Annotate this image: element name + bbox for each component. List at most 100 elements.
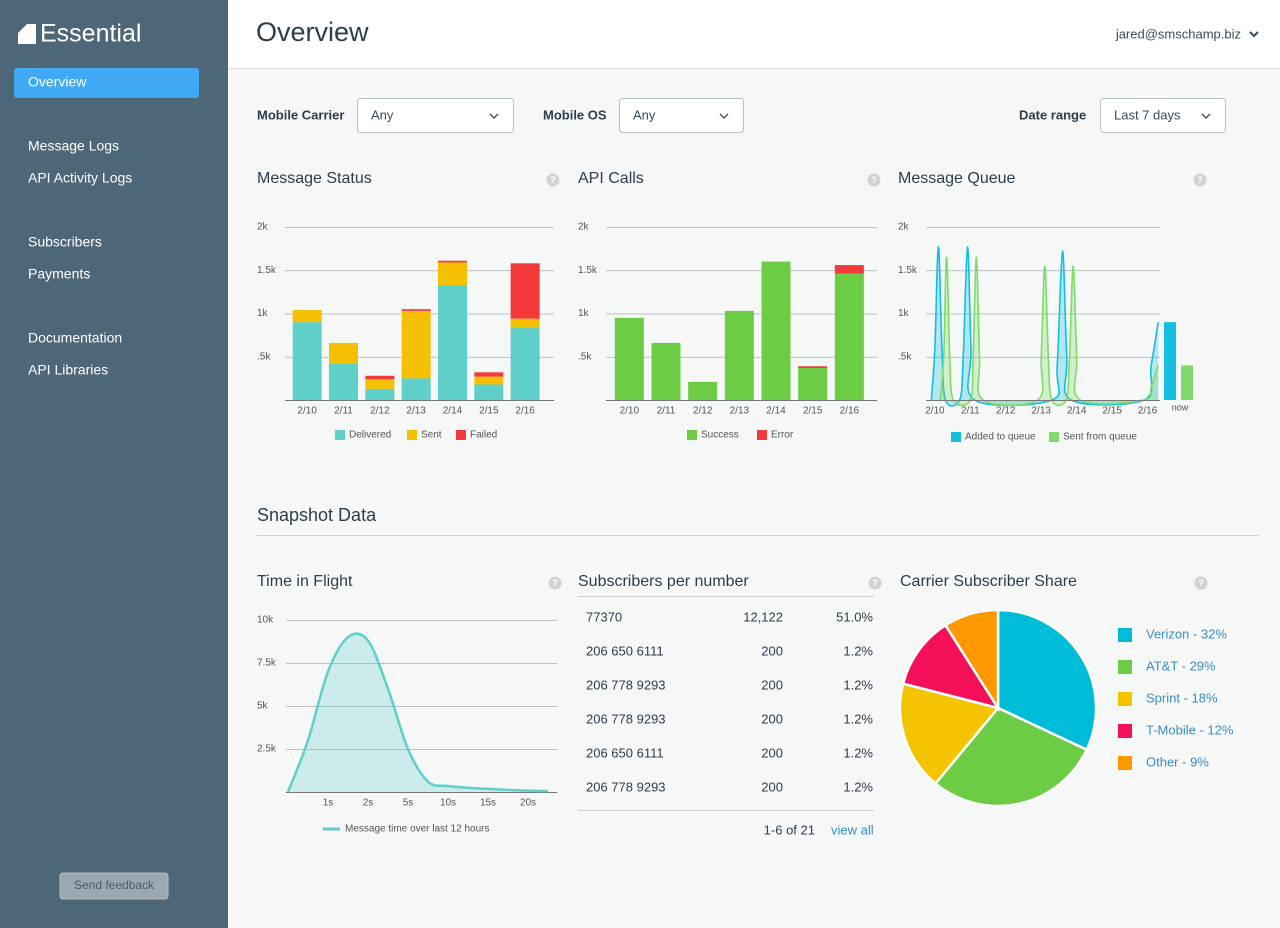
cell-share: 51.0% bbox=[836, 609, 873, 624]
y-tick-label: 1k bbox=[898, 308, 910, 319]
now-bar bbox=[1164, 322, 1176, 400]
nav-item[interactable]: Documentation bbox=[28, 330, 122, 346]
cell-share: 1.2% bbox=[843, 779, 873, 794]
bar-segment bbox=[437, 260, 467, 263]
bar-segment bbox=[328, 342, 358, 364]
header bbox=[228, 0, 1280, 68]
bar-segment bbox=[474, 384, 504, 400]
dropdown[interactable] bbox=[357, 98, 514, 133]
dropdown-chevron[interactable] bbox=[489, 113, 499, 120]
logo-icon bbox=[18, 24, 36, 44]
legend-label: AT&T - 29% bbox=[1146, 658, 1216, 673]
x-tick-label: 2/15 bbox=[803, 406, 823, 417]
cell-number: 206 650 6111 bbox=[586, 643, 664, 658]
nav-item[interactable]: Subscribers bbox=[28, 234, 102, 250]
bar-segment bbox=[401, 378, 431, 400]
nav-item[interactable]: Overview bbox=[28, 74, 87, 90]
feedback-label[interactable]: Send feedback bbox=[74, 878, 155, 892]
nav-active[interactable] bbox=[14, 68, 199, 98]
help-icon[interactable] bbox=[1193, 173, 1207, 187]
bar-segment bbox=[688, 381, 718, 400]
bar-segment bbox=[834, 273, 864, 400]
queue-line bbox=[930, 246, 1160, 407]
bar-segment bbox=[292, 310, 322, 323]
x-tick-label: 10s bbox=[440, 798, 456, 809]
cell-number: 206 778 9293 bbox=[586, 711, 666, 726]
help-icon[interactable] bbox=[1194, 576, 1208, 590]
x-tick-label: 2/10 bbox=[297, 406, 317, 417]
bar-segment bbox=[437, 284, 467, 400]
nav-item[interactable]: API Libraries bbox=[28, 362, 108, 378]
help-icon[interactable] bbox=[548, 576, 562, 590]
y-tick-label: 1k bbox=[578, 308, 590, 319]
y-tick-label: 1.5k bbox=[257, 265, 277, 276]
table-title: Subscribers per number bbox=[578, 573, 749, 590]
legend-swatch bbox=[1049, 432, 1059, 442]
user-chevron[interactable] bbox=[1249, 31, 1259, 38]
bar-segment bbox=[365, 375, 395, 380]
pie-slice bbox=[898, 682, 1001, 786]
filter-label: Mobile Carrier bbox=[257, 107, 344, 122]
dropdown-value[interactable]: Any bbox=[633, 107, 656, 122]
section-title: Snapshot Data bbox=[257, 505, 377, 525]
x-tick-label: 2/16 bbox=[515, 406, 535, 417]
nav-item[interactable]: Message Logs bbox=[28, 138, 119, 154]
x-tick-label: 2s bbox=[363, 798, 374, 809]
bar-segment bbox=[724, 310, 754, 400]
bar-segment bbox=[510, 318, 540, 328]
x-tick-label: 2/12 bbox=[693, 406, 713, 417]
x-tick-label: 2/13 bbox=[1031, 406, 1051, 417]
x-tick-label: 2/14 bbox=[766, 406, 786, 417]
legend-swatch bbox=[1118, 628, 1132, 642]
nav-item[interactable]: API Activity Logs bbox=[28, 170, 132, 186]
dropdown-value[interactable]: Any bbox=[371, 107, 394, 122]
cell-share: 1.2% bbox=[843, 643, 873, 658]
cell-share: 1.2% bbox=[843, 745, 873, 760]
pie-slice bbox=[943, 608, 1000, 713]
help-icon[interactable] bbox=[546, 173, 560, 187]
user-menu[interactable]: jared@smschamp.biz bbox=[1115, 26, 1241, 41]
help-icon-label: ? bbox=[872, 578, 878, 588]
view-all-link[interactable]: view all bbox=[831, 822, 874, 837]
bar-segment bbox=[761, 261, 791, 400]
help-icon[interactable] bbox=[867, 173, 881, 187]
cell-count: 200 bbox=[761, 745, 783, 760]
x-tick-label: 2/12 bbox=[996, 406, 1016, 417]
queue-line bbox=[939, 256, 1159, 407]
bar-segment bbox=[401, 309, 431, 311]
legend-label: Sent from queue bbox=[1063, 432, 1137, 443]
bar-segment bbox=[474, 372, 504, 377]
dropdown-chevron[interactable] bbox=[1201, 113, 1211, 120]
legend-swatch bbox=[407, 430, 417, 440]
bar-segment bbox=[401, 310, 431, 379]
legend-label: T-Mobile - 12% bbox=[1146, 722, 1234, 737]
dropdown[interactable] bbox=[1100, 98, 1226, 133]
page-title: Overview bbox=[256, 17, 369, 47]
help-icon-label: ? bbox=[1197, 175, 1203, 185]
feedback-button[interactable] bbox=[59, 872, 169, 900]
legend-swatch bbox=[1118, 692, 1132, 706]
x-tick-label: 2/13 bbox=[730, 406, 750, 417]
bar-segment bbox=[614, 317, 644, 400]
pie-slice bbox=[996, 608, 1098, 752]
x-tick-label: 2/10 bbox=[925, 406, 945, 417]
bar-segment bbox=[292, 322, 322, 400]
nav-item[interactable]: Payments bbox=[28, 266, 90, 282]
y-tick-label: 1.5k bbox=[898, 265, 918, 276]
legend-label: Message time over last 12 hours bbox=[345, 824, 490, 835]
y-tick-label: .5k bbox=[898, 351, 912, 362]
legend-label: Sprint - 18% bbox=[1146, 690, 1218, 705]
legend-swatch bbox=[687, 430, 697, 440]
help-icon-label: ? bbox=[1198, 578, 1204, 588]
now-bar bbox=[1181, 365, 1193, 400]
dropdown[interactable] bbox=[619, 98, 744, 133]
bar-segment bbox=[651, 342, 681, 400]
y-tick-label: 2.5k bbox=[257, 744, 277, 755]
help-icon[interactable] bbox=[868, 576, 882, 590]
chart-title: API Calls bbox=[578, 170, 644, 187]
x-tick-label: 2/11 bbox=[334, 406, 353, 417]
bar-segment bbox=[365, 379, 395, 389]
bar-segment bbox=[510, 263, 540, 319]
dropdown-chevron[interactable] bbox=[719, 113, 729, 120]
dropdown-value[interactable]: Last 7 days bbox=[1114, 107, 1181, 122]
